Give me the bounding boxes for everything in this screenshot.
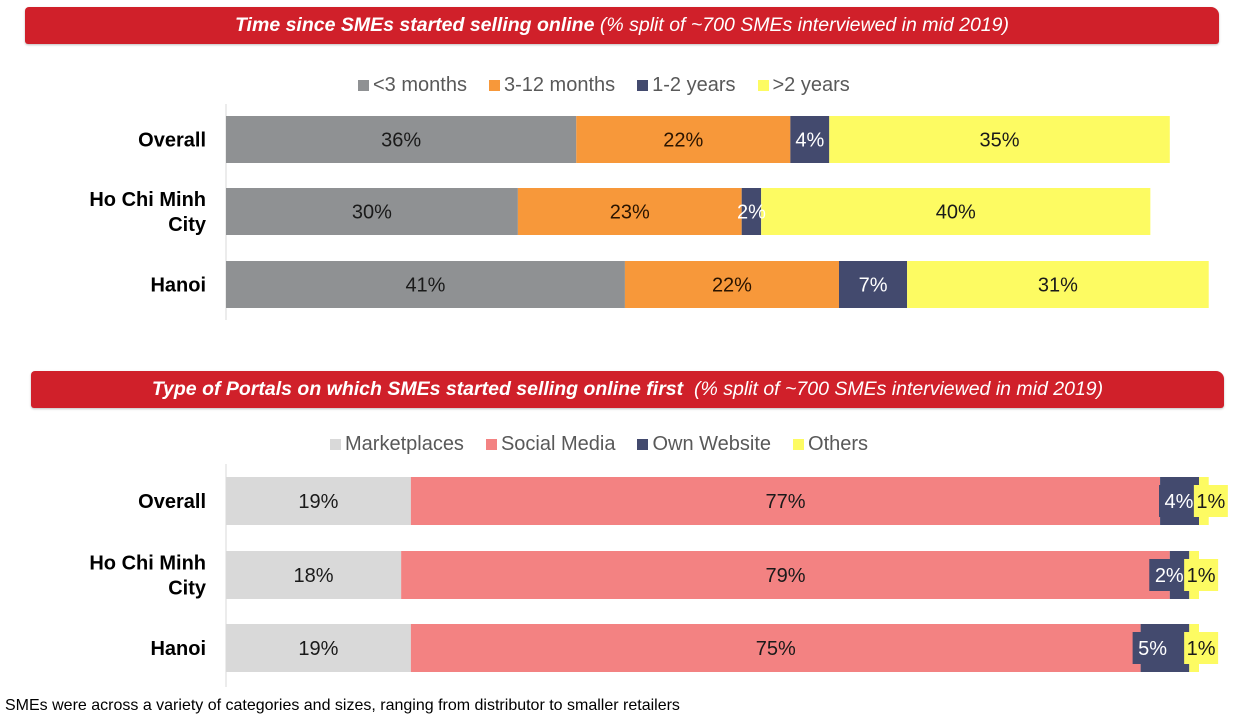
chart2-data-label-box-overall-own-website xyxy=(1159,485,1199,517)
chart2-data-label-overall-others: 1% xyxy=(1196,491,1225,513)
chart2-bar-hanoi-marketplaces xyxy=(226,624,411,672)
chart2-title: Type of Portals on which SMEs started se… xyxy=(151,378,684,400)
chart2-data-label-box-ho-chi-minh-city-others xyxy=(1184,559,1219,591)
chart1-subtitle: (% split of ~700 SMEs interviewed in mid… xyxy=(599,14,1009,36)
chart2-data-label-overall-marketplaces: 19% xyxy=(298,491,338,513)
chart2-data-label-box-overall-others xyxy=(1193,485,1228,517)
chart2-data-label-ho-chi-minh-city-others: 1% xyxy=(1187,565,1216,587)
chart1-bar-ho-chi-minh-city-1-2-years xyxy=(741,188,762,235)
chart2-legend-label-others: Others xyxy=(808,432,869,455)
chart1-title: Time since SMEs started selling online xyxy=(235,14,595,36)
chart2-data-label-box-hanoi-others xyxy=(1184,632,1219,664)
chart2-legend-swatch-own-website xyxy=(637,438,649,450)
chart2-category-label-ho-chi-minh-city: Ho Chi Minh City xyxy=(89,553,207,600)
chart1-bar-overall-3-12-months xyxy=(576,116,791,163)
chart2-legend-swatch-others xyxy=(793,438,805,450)
chart2-data-label-hanoi-others: 1% xyxy=(1187,638,1216,660)
chart1-legend-swatch-1-2-years xyxy=(637,79,649,91)
chart1-legend-label-1-2-years: 1-2 years xyxy=(652,73,736,96)
chart1-legend-label-3-12-months: 3-12 months xyxy=(503,73,616,96)
chart1-data-label-hanoi-3-months: 41% xyxy=(405,275,445,297)
chart1-bar-hanoi-3-12-months xyxy=(624,261,839,308)
chart2-legend-label-marketplaces: Marketplaces xyxy=(345,432,464,455)
chart1-data-label-ho-chi-minh-city-3-months: 30% xyxy=(352,202,392,224)
chart2-data-label-hanoi-social-media: 75% xyxy=(756,638,796,660)
chart2-bar-hanoi-social-media xyxy=(410,624,1141,672)
chart2-bar-ho-chi-minh-city-marketplaces xyxy=(226,551,402,599)
chart2-data-label-overall-own-website: 4% xyxy=(1165,491,1194,513)
chart2-legend-item-others: Others xyxy=(793,433,868,456)
chart1-data-label-ho-chi-minh-city-1-2-years: 2% xyxy=(737,202,766,224)
chart1-data-label-overall-3-12-months: 22% xyxy=(663,130,703,152)
chart2-legend-item-marketplaces: Marketplaces xyxy=(330,433,464,456)
chart1-legend-swatch-2-years xyxy=(757,79,769,91)
chart1-title-banner: Time since SMEs started selling online (… xyxy=(25,7,1219,44)
chart1-bar-hanoi-3-months xyxy=(226,261,625,308)
chart1-category-label-overall: Overall xyxy=(138,130,206,152)
chart1-bar-ho-chi-minh-city-3-12-months xyxy=(517,188,742,235)
chart1-data-label-overall-2-years: 35% xyxy=(980,130,1020,152)
chart1-data-label-hanoi-2-years: 31% xyxy=(1038,275,1078,297)
chart1-data-label-hanoi-3-12-months: 22% xyxy=(712,275,752,297)
chart2-data-label-overall-social-media: 77% xyxy=(765,491,805,513)
chart2-bar-overall-social-media xyxy=(410,477,1161,525)
chart1-legend-item-3-12-months: 3-12 months xyxy=(488,73,616,97)
chart2-data-label-hanoi-marketplaces: 19% xyxy=(298,638,338,660)
chart2-data-label-box-ho-chi-minh-city-own-website xyxy=(1149,559,1190,591)
chart2-data-label-box-hanoi-own-website xyxy=(1132,632,1173,664)
chart1-legend-swatch-3-12-months xyxy=(488,79,500,91)
chart1-bar-hanoi-1-2-years xyxy=(838,261,908,308)
chart2-legend-item-social-media: Social Media xyxy=(485,432,616,456)
chart1-data-label-ho-chi-minh-city-2-years: 40% xyxy=(936,202,976,224)
chart1-legend-label-3-months: <3 months xyxy=(373,73,467,96)
chart2-legend-swatch-marketplaces xyxy=(330,438,341,450)
chart1-legend-item-2-years: >2 years xyxy=(757,73,850,97)
chart1-bar-ho-chi-minh-city-3-months xyxy=(226,188,518,235)
chart2-legend-label-own-website: Own Website xyxy=(652,432,772,455)
footnote: SMEs were across a variety of categories… xyxy=(5,697,680,714)
chart2-bar-overall-marketplaces xyxy=(226,477,411,525)
chart2-data-label-ho-chi-minh-city-own-website: 2% xyxy=(1155,565,1184,587)
chart1-legend: <3 months 3-12 months 1-2 years >2 years xyxy=(358,72,850,98)
chart1-legend-label-2-years: >2 years xyxy=(772,73,850,96)
chart2-legend-item-own-website: Own Website xyxy=(637,433,771,456)
chart1-data-label-overall-1-2-years: 4% xyxy=(795,130,824,152)
chart1-bar-hanoi-2-years xyxy=(907,261,1209,308)
chart1-bar-overall-3-months xyxy=(226,116,577,163)
chart2-data-label-ho-chi-minh-city-social-media: 79% xyxy=(765,565,805,587)
chart2-category-label-hanoi: Hanoi xyxy=(150,638,206,660)
chart1-category-label-hanoi: Hanoi xyxy=(150,275,206,297)
chart1-data-label-hanoi-1-2-years: 7% xyxy=(859,275,888,297)
chart2-bar-ho-chi-minh-city-social-media xyxy=(401,551,1170,599)
chart1-data-label-overall-3-months: 36% xyxy=(381,130,421,152)
chart1-bar-overall-1-2-years xyxy=(790,116,830,163)
chart1-legend-item-3-months: <3 months xyxy=(358,74,467,97)
chart2-data-label-hanoi-own-website: 5% xyxy=(1138,638,1167,660)
chart1-legend-item-1-2-years: 1-2 years xyxy=(637,73,736,97)
chart1-category-label-ho-chi-minh-city: Ho Chi Minh City xyxy=(89,189,207,236)
chart2-title-banner: Type of Portals on which SMEs started se… xyxy=(31,371,1224,408)
chart2-legend: Marketplaces Social Media Own Website Other… xyxy=(330,431,868,457)
chart1-bar-ho-chi-minh-city-2-years xyxy=(761,188,1151,235)
chart1-legend-swatch-3-months xyxy=(358,79,369,91)
chart1-data-label-ho-chi-minh-city-3-12-months: 23% xyxy=(610,202,650,224)
chart2-category-label-overall: Overall xyxy=(138,491,206,513)
chart2-data-label-ho-chi-minh-city-marketplaces: 18% xyxy=(294,565,334,587)
chart2-subtitle: (% split of ~700 SMEs interviewed in mid… xyxy=(693,378,1104,400)
chart2-legend-swatch-social-media xyxy=(485,438,497,450)
chart1-bar-overall-2-years xyxy=(829,116,1170,163)
chart2-legend-label-social-media: Social Media xyxy=(500,432,616,455)
